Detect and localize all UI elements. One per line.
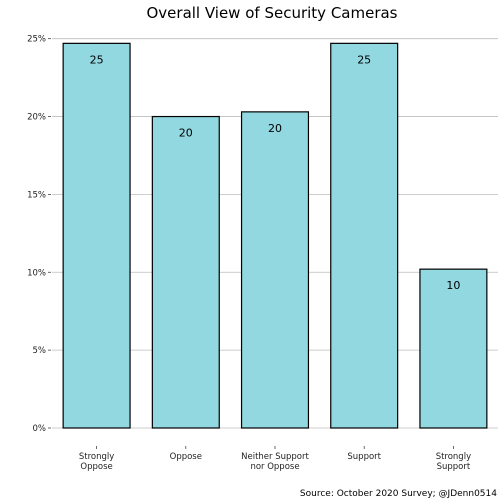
data-label: 25 [90,53,104,66]
x-tick-label: Neither Support nor Oppose [241,452,309,472]
chart-title: Overall View of Security Cameras [146,4,397,22]
bars: 25 20 20 25 10 [63,43,487,428]
data-label: 20 [179,127,193,140]
y-tick-label: 25% [27,35,46,45]
x-tick-label: Oppose [170,452,202,462]
data-label: 20 [268,122,282,135]
y-tick-label: 0% [33,424,47,434]
y-axis: 0% 5% 10% 15% 20% 25% [27,35,51,434]
x-axis: Strongly Oppose Oppose Neither Support nor O… [79,446,471,472]
bar [420,269,487,428]
y-tick-label: 5% [33,346,47,356]
y-tick-label: 15% [27,190,46,200]
bar [152,117,219,428]
data-label: 10 [446,279,460,292]
bar [63,43,130,428]
bar [331,43,398,428]
x-tick-label: Support [347,452,381,462]
x-tick-label: Strongly Oppose [79,452,114,472]
data-label: 25 [357,53,371,66]
y-tick-label: 10% [27,268,46,278]
y-tick-label: 20% [27,113,46,123]
x-tick-label: Strongly Support [436,452,471,472]
source-caption: Source: October 2020 Survey; @JDenn0514 [300,489,497,499]
bar [242,112,309,428]
